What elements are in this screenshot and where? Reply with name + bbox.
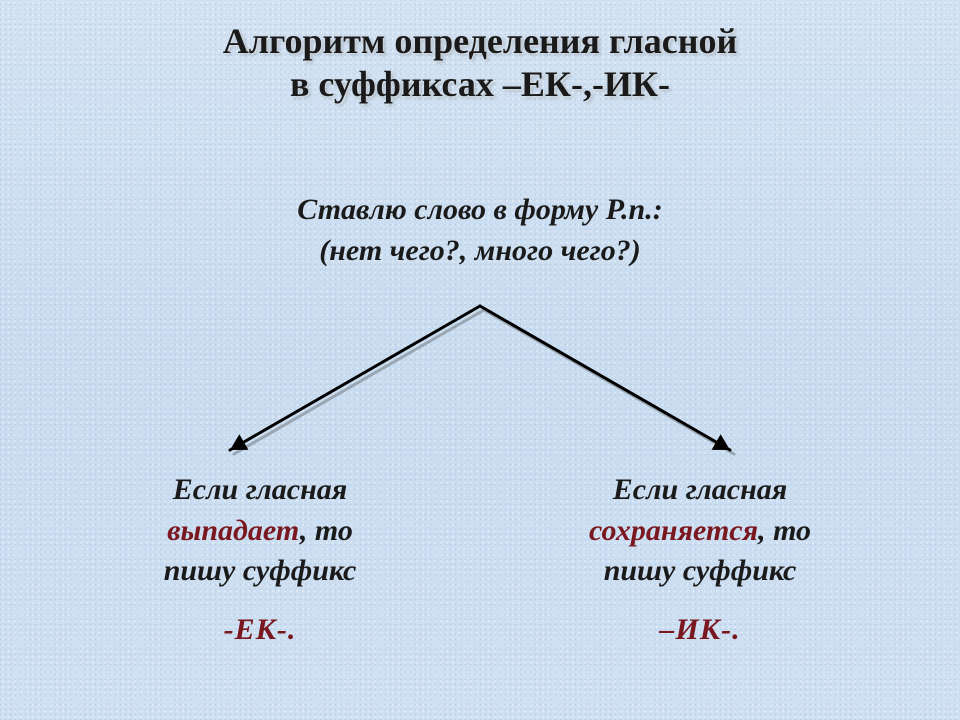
title-line-2: в суффиксах –ЕК-,-ИК-: [290, 64, 670, 104]
branch-right-suffix: –ИК-.: [530, 610, 870, 651]
arrow-main-group: [230, 306, 730, 450]
branch-arrows: [160, 300, 800, 470]
arrow-left-shadow: [234, 310, 484, 454]
stem-text: Ставлю слово в форму Р.п.: (нет чего?, м…: [0, 190, 960, 271]
branch-right-accent: сохраняется: [589, 514, 758, 547]
branch-left: Если гласная выпадает, то пишу суффикс -…: [90, 470, 430, 650]
branch-left-suffix: -ЕК-.: [90, 610, 430, 651]
slide-title: Алгоритм определения гласной в суффиксах…: [0, 20, 960, 106]
arrow-right-line: [480, 306, 730, 450]
stem-line-2: (нет чего?, много чего?): [319, 234, 640, 267]
branch-right: Если гласная сохраняется, то пишу суффик…: [530, 470, 870, 650]
branch-right-post: пишу суффикс: [604, 554, 797, 587]
stem-line-1: Ставлю слово в форму Р.п.:: [297, 193, 662, 226]
branch-left-pre: Если гласная: [173, 473, 347, 506]
arrow-left-line: [230, 306, 480, 450]
arrow-shadow-group: [234, 310, 734, 454]
title-line-1: Алгоритм определения гласной: [223, 21, 737, 61]
branch-right-mid: , то: [758, 514, 811, 547]
branch-left-post: пишу суффикс: [164, 554, 357, 587]
branch-left-accent: выпадает: [167, 514, 300, 547]
branch-left-mid: , то: [300, 514, 353, 547]
branch-right-pre: Если гласная: [613, 473, 787, 506]
